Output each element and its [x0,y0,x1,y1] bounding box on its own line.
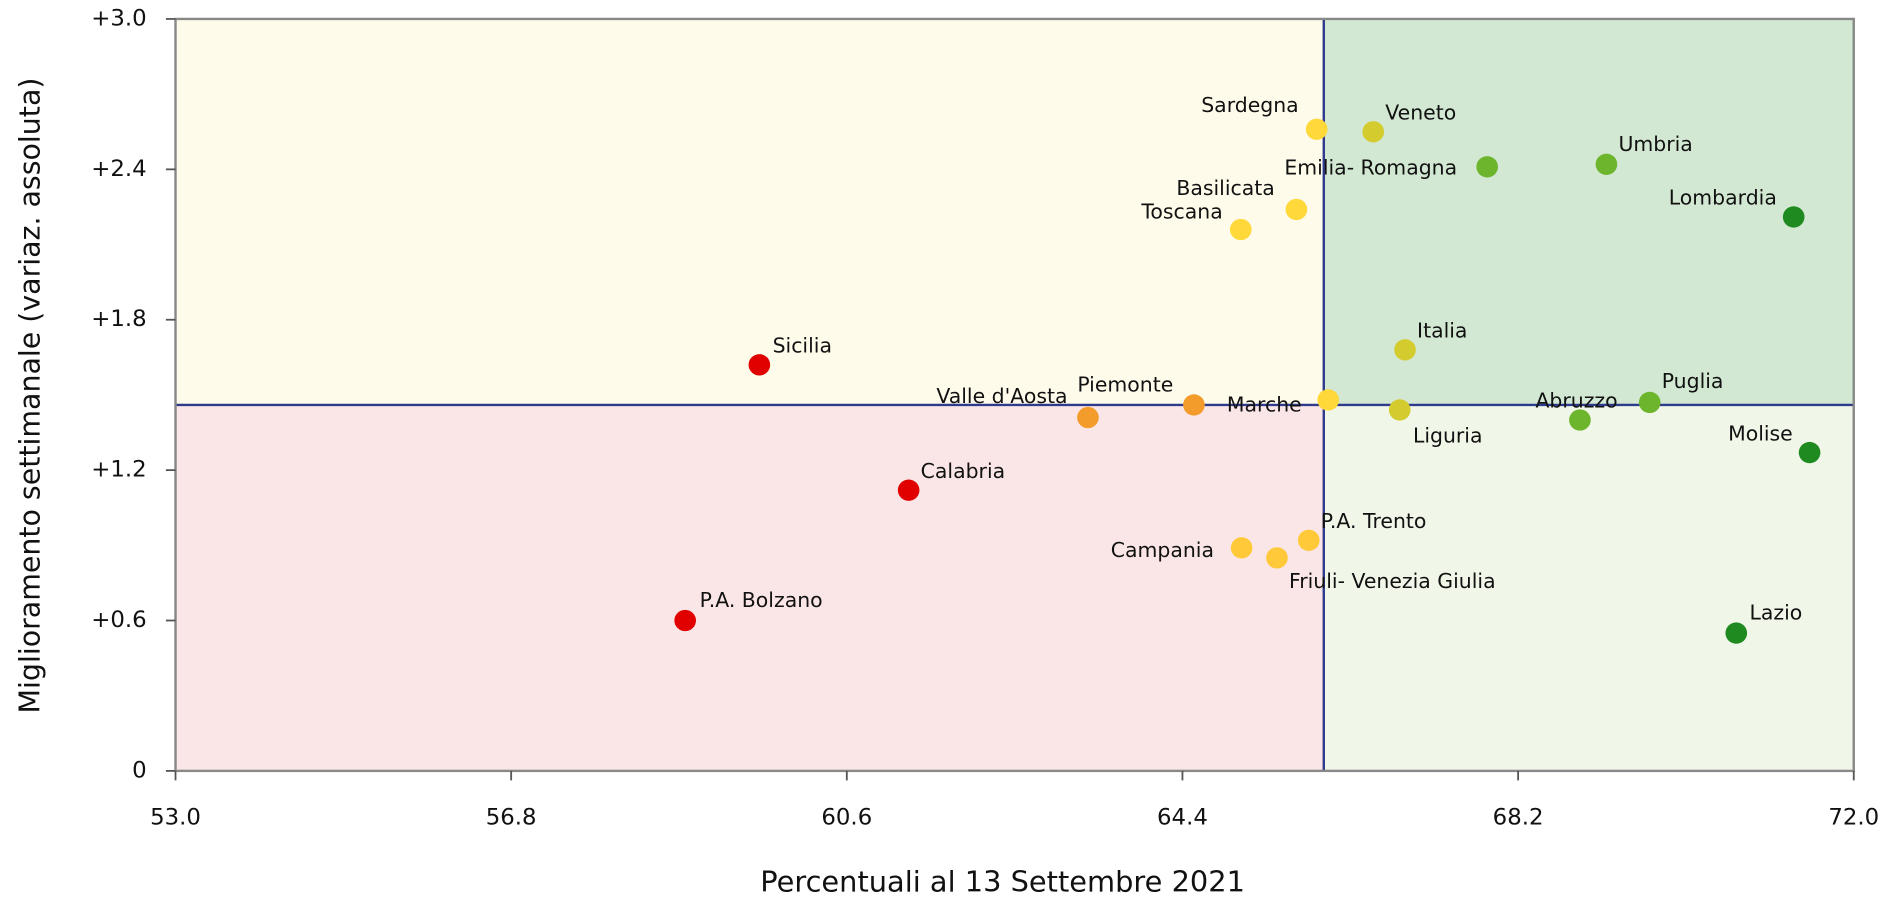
point [1077,406,1099,429]
point-label: Piemonte [1077,373,1173,397]
point [1725,622,1748,644]
point-label: Molise [1728,421,1793,445]
point [674,609,696,632]
plot-frame [174,17,1855,773]
point [1362,121,1385,143]
quadrant-top-right [1323,18,1854,405]
point-label: Basilicata [1176,176,1274,200]
point [1476,156,1499,178]
point [1569,409,1591,431]
point-label: Liguria [1413,424,1483,448]
x-tick-label: 72.0 [1828,805,1879,831]
point [1317,389,1340,411]
point [1285,198,1308,221]
y-tick-label: 0 [132,758,147,784]
point [1388,399,1411,421]
y-tick-label: +3.0 [91,6,146,32]
point-label: Italia [1417,319,1467,343]
x-tick-label: 53.0 [150,805,201,831]
y-axis-title: Miglioramento settimanale (variaz. assol… [12,78,46,714]
y-tick-label: +1.2 [91,457,146,483]
point [1595,153,1618,175]
point-label: Lazio [1749,601,1802,625]
x-tick-label: 64.4 [1157,805,1208,831]
point [748,354,771,376]
point-label: Lombardia [1669,186,1777,210]
y-tick-label: +0.6 [91,607,146,633]
point-label: Emilia- Romagna [1284,156,1457,180]
point [1297,529,1320,551]
point [1394,339,1416,361]
point-label: Toscana [1140,200,1222,224]
point-label: Veneto [1385,101,1456,125]
point-label: Calabria [921,459,1006,483]
point [1183,394,1205,416]
point [1782,206,1805,228]
x-tick-label: 60.6 [821,805,872,831]
point [1305,118,1328,140]
x-axis-title: Percentuali al 13 Settembre 2021 [760,865,1245,899]
point-label: Sardegna [1201,93,1298,117]
point [1230,537,1253,559]
point-label: Valle d'Aosta [936,384,1067,408]
point [1638,391,1661,414]
point-label: P.A. Trento [1321,509,1427,533]
quadrant-bottom-right [1323,404,1854,771]
point-label: P.A. Bolzano [700,588,823,612]
point [897,479,920,501]
point [1229,218,1252,241]
point-label: Marche [1227,392,1302,416]
quadrant-bottom-left [175,404,1324,771]
point-label: Puglia [1662,369,1724,393]
point-label: Campania [1111,538,1214,562]
quadrant-top-left [175,18,1324,405]
point-label: Umbria [1618,132,1692,156]
x-tick-label: 56.8 [486,805,537,831]
point [1798,441,1821,464]
point-label: Friuli- Venezia Giulia [1289,569,1496,593]
point-label: Sicilia [773,334,832,358]
y-tick-label: +1.8 [91,306,146,332]
y-tick-label: +2.4 [91,156,146,182]
point-label: Abruzzo [1535,389,1617,413]
point [1266,547,1288,569]
x-tick-label: 68.2 [1493,805,1544,831]
